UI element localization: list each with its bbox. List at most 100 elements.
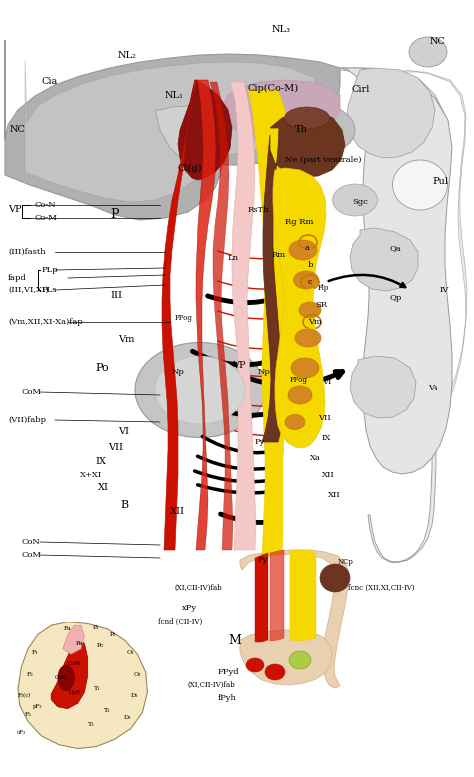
- Polygon shape: [5, 40, 340, 220]
- Ellipse shape: [295, 329, 321, 347]
- Text: O₁: O₁: [127, 650, 135, 655]
- Text: NC: NC: [10, 126, 26, 134]
- Text: Py: Py: [255, 438, 265, 446]
- Text: Pc: Pc: [97, 643, 105, 648]
- Text: c: c: [308, 278, 313, 286]
- Text: P: P: [110, 208, 118, 221]
- Text: (XI,CII-IV)fab: (XI,CII-IV)fab: [188, 681, 236, 689]
- Text: Cirl: Cirl: [352, 85, 370, 95]
- Ellipse shape: [299, 302, 321, 318]
- Text: XII: XII: [322, 471, 335, 479]
- Polygon shape: [240, 550, 348, 688]
- Text: III: III: [110, 291, 122, 299]
- Text: CoM: CoM: [22, 388, 42, 396]
- Text: VII: VII: [318, 414, 331, 422]
- Text: Fa: Fa: [64, 626, 72, 632]
- Text: XII: XII: [328, 491, 341, 499]
- Text: Co-N: Co-N: [35, 201, 56, 209]
- Ellipse shape: [58, 665, 74, 691]
- Text: PLs: PLs: [42, 286, 57, 294]
- Text: Qa: Qa: [390, 244, 402, 252]
- Polygon shape: [340, 70, 467, 430]
- Text: Th: Th: [295, 126, 308, 134]
- Text: (Vm,XII,XI-Xa)fap: (Vm,XII,XI-Xa)fap: [8, 318, 82, 326]
- Text: Pa: Pa: [75, 641, 83, 646]
- Text: xPy: xPy: [182, 604, 197, 612]
- Text: Ci(g): Ci(g): [178, 163, 202, 172]
- Text: FPog: FPog: [175, 314, 193, 322]
- Text: T₁: T₁: [94, 686, 101, 692]
- Text: CoN: CoN: [55, 675, 67, 681]
- Text: Py: Py: [258, 556, 268, 564]
- Text: Flp: Flp: [318, 284, 329, 292]
- Text: VII: VII: [108, 444, 123, 452]
- Text: NCp: NCp: [338, 558, 354, 566]
- Text: (XI,CII-IV)fab: (XI,CII-IV)fab: [175, 584, 223, 592]
- Ellipse shape: [320, 564, 350, 592]
- Ellipse shape: [155, 356, 245, 424]
- Text: Cia: Cia: [42, 78, 58, 86]
- Polygon shape: [290, 550, 316, 641]
- Polygon shape: [162, 80, 197, 550]
- Polygon shape: [350, 356, 416, 418]
- Text: Po: Po: [95, 363, 109, 373]
- Polygon shape: [262, 112, 345, 442]
- Polygon shape: [63, 625, 84, 654]
- Polygon shape: [340, 68, 448, 562]
- Polygon shape: [25, 60, 316, 202]
- Text: Qp: Qp: [390, 294, 402, 302]
- Text: fcnd (CII-IV): fcnd (CII-IV): [158, 618, 202, 626]
- Text: F₁: F₁: [31, 650, 38, 655]
- Polygon shape: [51, 639, 88, 709]
- Ellipse shape: [289, 240, 317, 260]
- Polygon shape: [18, 622, 147, 748]
- Polygon shape: [273, 168, 326, 448]
- Text: XII: XII: [170, 507, 185, 517]
- Text: F₂: F₂: [26, 671, 33, 677]
- Text: Vm: Vm: [118, 336, 134, 344]
- Text: CoM: CoM: [68, 660, 81, 666]
- Ellipse shape: [135, 343, 265, 437]
- Text: NL₂: NL₂: [118, 51, 137, 60]
- Polygon shape: [248, 90, 292, 555]
- Polygon shape: [240, 630, 332, 685]
- Text: V₄: V₄: [428, 384, 438, 392]
- Ellipse shape: [265, 664, 285, 680]
- Text: Ln: Ln: [228, 254, 239, 262]
- Text: (VII)fabp: (VII)fabp: [8, 416, 46, 424]
- Text: IV: IV: [440, 286, 449, 294]
- Text: SR: SR: [315, 301, 327, 309]
- Text: NL₁: NL₁: [165, 90, 184, 99]
- Ellipse shape: [289, 651, 311, 669]
- Text: FPog: FPog: [290, 376, 308, 384]
- Text: B: B: [120, 500, 128, 510]
- Text: Np: Np: [258, 368, 271, 376]
- Polygon shape: [224, 80, 340, 142]
- Text: NL₃: NL₃: [272, 26, 291, 34]
- Text: D₂: D₂: [130, 693, 138, 699]
- Text: Cip(Co-M): Cip(Co-M): [248, 83, 299, 92]
- Text: P₁: P₁: [93, 625, 99, 629]
- Text: FPyd: FPyd: [218, 668, 240, 676]
- Text: Rg Rm: Rg Rm: [285, 218, 313, 226]
- Text: X+XI: X+XI: [80, 471, 102, 479]
- Ellipse shape: [293, 271, 319, 289]
- Text: oF₃: oF₃: [17, 730, 26, 735]
- Ellipse shape: [332, 184, 377, 216]
- Text: F₃(c): F₃(c): [18, 693, 31, 699]
- Polygon shape: [196, 80, 216, 550]
- Text: Pul: Pul: [432, 177, 448, 186]
- Text: Vm: Vm: [308, 318, 322, 326]
- Text: Rm: Rm: [272, 251, 286, 259]
- Text: IX: IX: [95, 458, 106, 466]
- Polygon shape: [350, 228, 418, 291]
- Text: PLp: PLp: [42, 266, 59, 274]
- Text: pF₃: pF₃: [33, 704, 43, 709]
- Text: Co-M: Co-M: [35, 214, 58, 222]
- Text: P₂: P₂: [109, 632, 116, 637]
- Text: Ne (part ventrale): Ne (part ventrale): [285, 156, 362, 164]
- Text: CoM: CoM: [22, 551, 42, 559]
- Ellipse shape: [288, 386, 312, 404]
- Text: RsTh: RsTh: [248, 206, 270, 214]
- Ellipse shape: [285, 414, 305, 430]
